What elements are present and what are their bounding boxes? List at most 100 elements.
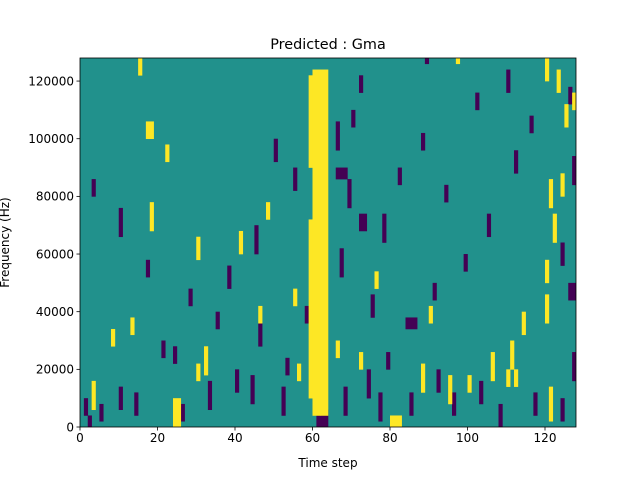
heatmap-cell-low: [421, 133, 425, 151]
heatmap-cell-low: [437, 369, 441, 392]
heatmap-cell-low: [568, 87, 572, 105]
heatmap-cell-high: [196, 237, 200, 260]
heatmap-cell-high: [429, 306, 433, 324]
heatmap-cell-low: [359, 75, 363, 93]
y-tick-label: 80000: [36, 190, 74, 204]
heatmap-cell-high: [448, 375, 452, 404]
heatmap-cell-low: [425, 58, 429, 64]
heatmap-cell-low: [119, 387, 123, 410]
heatmap-cell-low: [406, 317, 418, 329]
heatmap-cell-high: [510, 341, 514, 370]
heatmap-cell-high: [564, 104, 568, 127]
heatmap-cell-low: [351, 110, 355, 128]
heatmap-cell-high: [545, 260, 549, 283]
heatmap-cell-low: [344, 387, 348, 416]
heatmap-cell-low: [274, 139, 278, 162]
heatmap-cell-low: [282, 387, 286, 416]
heatmap-cell-high: [545, 58, 549, 81]
heatmap-cell-low: [134, 392, 138, 415]
heatmap-cell-low: [452, 392, 456, 415]
heatmap-cell-low: [99, 404, 103, 422]
y-tick-label: 0: [66, 420, 74, 434]
heatmap-cell-low: [499, 404, 503, 427]
heatmap-cell-low: [227, 266, 231, 289]
heatmap-cell-low: [398, 168, 402, 186]
heatmap-cell-low: [293, 168, 297, 191]
heatmap-cell-high: [561, 173, 565, 196]
heatmap-cell-low: [464, 254, 468, 272]
x-tick-label: 0: [76, 431, 84, 445]
heatmap-cell-high: [456, 58, 460, 64]
heatmap-cell-low: [475, 93, 479, 111]
heatmap-cell-low: [258, 323, 262, 346]
heatmap-cell-low: [371, 294, 375, 317]
heatmap-cell-low: [340, 248, 344, 277]
heatmap-cell-low: [208, 381, 212, 410]
heatmap-cell-low: [235, 369, 239, 392]
y-tick-label: 40000: [36, 305, 74, 319]
heatmap-cell-low: [378, 392, 382, 421]
heatmap-cell-high: [138, 58, 142, 76]
heatmap-cell-high: [375, 271, 379, 289]
heatmap-cell-high: [309, 219, 313, 398]
heatmap-cell-low: [514, 150, 518, 173]
heatmap-cell-low: [216, 312, 220, 330]
heatmap-cell-low: [181, 404, 185, 422]
heatmap-cell-high: [293, 289, 297, 307]
heatmap-cell-low: [506, 70, 510, 93]
y-tick-label: 120000: [28, 74, 74, 88]
x-tick-label: 60: [305, 431, 320, 445]
heatmap-cell-low: [561, 243, 565, 266]
heatmap-cell-low: [359, 214, 367, 232]
heatmap-cell-high: [421, 364, 425, 393]
heatmap-cell-low: [88, 415, 92, 427]
heatmap-cell-high: [239, 231, 243, 254]
heatmap-cell-high: [557, 70, 561, 93]
heatmap-cell-low: [189, 289, 193, 307]
x-tick-label: 20: [150, 431, 165, 445]
heatmap-cell-high: [309, 75, 313, 168]
heatmap-cell-high: [196, 364, 200, 382]
heatmap-cell-low: [336, 168, 348, 180]
heatmap-cell-low: [84, 398, 88, 416]
heatmap-cell-high: [150, 202, 154, 231]
heatmap-cell-high: [165, 144, 169, 162]
heatmap-cell-high: [549, 179, 553, 208]
heatmap-cell-high: [549, 387, 553, 422]
heatmap-cell-high: [514, 369, 518, 387]
heatmap-cell-high: [320, 70, 328, 416]
heatmap-cell-high: [92, 381, 96, 410]
heatmap-cell-low: [561, 398, 565, 421]
heatmap-cell-high: [173, 398, 181, 427]
y-axis-label: Frequency (Hz): [0, 197, 12, 288]
heatmap-cell-high: [522, 312, 526, 335]
plot-area: [80, 58, 576, 427]
heatmap-cell-low: [382, 214, 386, 243]
heatmap-cell-high: [130, 317, 134, 335]
heatmap-cell-low: [568, 283, 576, 301]
heatmap-cell-high: [359, 352, 363, 370]
heatmap-cell-low: [119, 208, 123, 237]
heatmap-cell-low: [285, 358, 289, 376]
heatmap-cell-high: [545, 294, 549, 323]
heatmap-cell-low: [146, 260, 150, 278]
heatmap-cell-high: [258, 306, 262, 324]
heatmap-cell-high: [506, 369, 510, 387]
y-tick-label: 100000: [28, 132, 74, 146]
heatmap-cell-low: [173, 346, 177, 364]
heatmap-cell-low: [305, 306, 309, 324]
x-tick-label: 120: [534, 431, 557, 445]
heatmap-cell-low: [444, 185, 448, 203]
heatmap-cell-high: [336, 341, 340, 359]
y-tick-label: 20000: [36, 363, 74, 377]
x-tick-label: 100: [456, 431, 479, 445]
heatmap-cell-low: [161, 341, 165, 359]
x-tick-label: 80: [382, 431, 397, 445]
heatmap-cell-low: [254, 225, 258, 254]
heatmap-cell-low: [336, 121, 340, 150]
chart-title: Predicted : Gma: [270, 37, 386, 53]
x-axis-label: Time step: [297, 456, 357, 470]
heatmap-cell-low: [530, 116, 534, 134]
heatmap-cell-high: [204, 346, 208, 375]
